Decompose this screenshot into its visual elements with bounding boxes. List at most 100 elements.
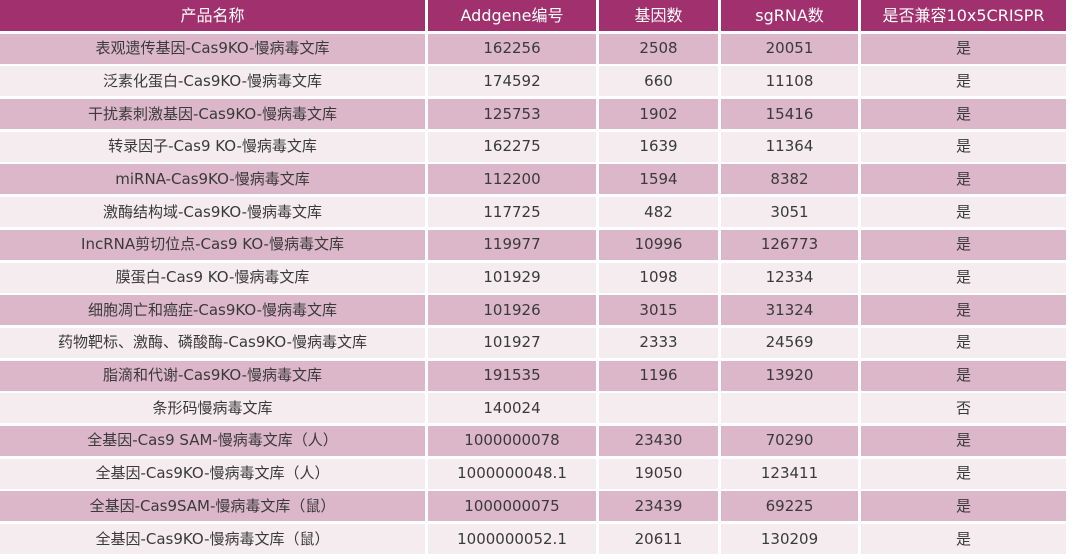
table-row: IncRNA剪切位点-Cas9 KO-慢病毒文库 119977 10996 12677… bbox=[0, 229, 1066, 260]
table-row: 激酶结构域-Cas9KO-慢病毒文库 117725 482 3051 是 bbox=[0, 197, 1066, 228]
cell-gene-count: 1639 bbox=[599, 131, 718, 162]
cell-gene-count: 20611 bbox=[599, 524, 718, 554]
table-body: 表观遗传基因-Cas9KO-慢病毒文库 162256 2508 20051 是泛素化蛋白… bbox=[0, 33, 1066, 554]
cell-product-name: 膜蛋白-Cas9 KO-慢病毒文库 bbox=[0, 262, 425, 293]
cell-10x5-compatible: 是 bbox=[861, 491, 1066, 522]
table-row: 全基因-Cas9KO-慢病毒文库（鼠） 1000000052.1 20611 1302… bbox=[0, 524, 1066, 554]
cell-10x5-compatible: 是 bbox=[861, 131, 1066, 162]
cell-sgrna-count: 69225 bbox=[721, 491, 858, 522]
cell-product-name: IncRNA剪切位点-Cas9 KO-慢病毒文库 bbox=[0, 229, 425, 260]
cell-gene-count: 3015 bbox=[599, 295, 718, 326]
cell-addgene-id: 112200 bbox=[428, 164, 596, 195]
cell-gene-count bbox=[599, 393, 718, 424]
table-row: 全基因-Cas9 SAM-慢病毒文库（人） 1000000078 23430 7029… bbox=[0, 425, 1066, 456]
cell-10x5-compatible: 是 bbox=[861, 327, 1066, 358]
cell-product-name: 药物靶标、激酶、磷酸酶-Cas9KO-慢病毒文库 bbox=[0, 327, 425, 358]
cell-addgene-id: 1000000078 bbox=[428, 425, 596, 456]
table-row: 表观遗传基因-Cas9KO-慢病毒文库 162256 2508 20051 是 bbox=[0, 33, 1066, 64]
cell-10x5-compatible: 是 bbox=[861, 262, 1066, 293]
cell-10x5-compatible: 是 bbox=[861, 229, 1066, 260]
table-row: 脂滴和代谢-Cas9KO-慢病毒文库 191535 1196 13920 是 bbox=[0, 360, 1066, 391]
cell-10x5-compatible: 是 bbox=[861, 164, 1066, 195]
header-cell-sgrna-count: sgRNA数 bbox=[721, 0, 858, 31]
table-row: 全基因-Cas9KO-慢病毒文库（人） 1000000048.1 19050 1234… bbox=[0, 458, 1066, 489]
cell-addgene-id: 101927 bbox=[428, 327, 596, 358]
cell-sgrna-count: 3051 bbox=[721, 197, 858, 228]
cell-addgene-id: 101926 bbox=[428, 295, 596, 326]
cell-gene-count: 482 bbox=[599, 197, 718, 228]
cell-sgrna-count: 130209 bbox=[721, 524, 858, 554]
cell-addgene-id: 119977 bbox=[428, 229, 596, 260]
cell-10x5-compatible: 是 bbox=[861, 99, 1066, 130]
table-row: 细胞凋亡和癌症-Cas9KO-慢病毒文库 101926 3015 31324 是 bbox=[0, 295, 1066, 326]
cell-product-name: 全基因-Cas9KO-慢病毒文库（人） bbox=[0, 458, 425, 489]
cell-product-name: 全基因-Cas9 SAM-慢病毒文库（人） bbox=[0, 425, 425, 456]
cell-product-name: 全基因-Cas9KO-慢病毒文库（鼠） bbox=[0, 524, 425, 554]
table-header-row: 产品名称 Addgene编号 基因数 sgRNA数 是否兼容10x5CRISPR bbox=[0, 0, 1066, 31]
table-row: 全基因-Cas9SAM-慢病毒文库（鼠） 1000000075 23439 69225… bbox=[0, 491, 1066, 522]
cell-gene-count: 19050 bbox=[599, 458, 718, 489]
cell-gene-count: 2333 bbox=[599, 327, 718, 358]
cell-gene-count: 23439 bbox=[599, 491, 718, 522]
cell-gene-count: 660 bbox=[599, 66, 718, 97]
cell-gene-count: 10996 bbox=[599, 229, 718, 260]
table-row: 转录因子-Cas9 KO-慢病毒文库 162275 1639 11364 是 bbox=[0, 131, 1066, 162]
table-row: 药物靶标、激酶、磷酸酶-Cas9KO-慢病毒文库 101927 2333 24569 是 bbox=[0, 327, 1066, 358]
cell-product-name: 全基因-Cas9SAM-慢病毒文库（鼠） bbox=[0, 491, 425, 522]
header-cell-addgene-id: Addgene编号 bbox=[428, 0, 596, 31]
cell-sgrna-count: 8382 bbox=[721, 164, 858, 195]
cell-sgrna-count: 13920 bbox=[721, 360, 858, 391]
cell-gene-count: 1196 bbox=[599, 360, 718, 391]
cell-sgrna-count bbox=[721, 393, 858, 424]
header-cell-gene-count: 基因数 bbox=[599, 0, 718, 31]
cell-product-name: 表观遗传基因-Cas9KO-慢病毒文库 bbox=[0, 33, 425, 64]
cell-addgene-id: 140024 bbox=[428, 393, 596, 424]
cell-addgene-id: 1000000075 bbox=[428, 491, 596, 522]
cell-addgene-id: 162275 bbox=[428, 131, 596, 162]
cell-10x5-compatible: 是 bbox=[861, 33, 1066, 64]
cell-10x5-compatible: 是 bbox=[861, 66, 1066, 97]
cell-10x5-compatible: 是 bbox=[861, 524, 1066, 554]
cell-addgene-id: 101929 bbox=[428, 262, 596, 293]
table-row: 条形码慢病毒文库 140024 否 bbox=[0, 393, 1066, 424]
cell-addgene-id: 191535 bbox=[428, 360, 596, 391]
cell-addgene-id: 125753 bbox=[428, 99, 596, 130]
cell-gene-count: 1594 bbox=[599, 164, 718, 195]
cell-addgene-id: 1000000052.1 bbox=[428, 524, 596, 554]
cell-sgrna-count: 12334 bbox=[721, 262, 858, 293]
cell-product-name: 转录因子-Cas9 KO-慢病毒文库 bbox=[0, 131, 425, 162]
cell-gene-count: 1902 bbox=[599, 99, 718, 130]
cell-gene-count: 2508 bbox=[599, 33, 718, 64]
cell-sgrna-count: 11108 bbox=[721, 66, 858, 97]
cell-10x5-compatible: 是 bbox=[861, 295, 1066, 326]
cell-product-name: 条形码慢病毒文库 bbox=[0, 393, 425, 424]
cell-product-name: 细胞凋亡和癌症-Cas9KO-慢病毒文库 bbox=[0, 295, 425, 326]
cell-product-name: 激酶结构域-Cas9KO-慢病毒文库 bbox=[0, 197, 425, 228]
cell-sgrna-count: 20051 bbox=[721, 33, 858, 64]
cell-sgrna-count: 11364 bbox=[721, 131, 858, 162]
cell-10x5-compatible: 否 bbox=[861, 393, 1066, 424]
cell-10x5-compatible: 是 bbox=[861, 197, 1066, 228]
cell-product-name: 干扰素刺激基因-Cas9KO-慢病毒文库 bbox=[0, 99, 425, 130]
cell-sgrna-count: 15416 bbox=[721, 99, 858, 130]
cell-10x5-compatible: 是 bbox=[861, 360, 1066, 391]
table-row: 干扰素刺激基因-Cas9KO-慢病毒文库 125753 1902 15416 是 bbox=[0, 99, 1066, 130]
cell-sgrna-count: 24569 bbox=[721, 327, 858, 358]
header-cell-product-name: 产品名称 bbox=[0, 0, 425, 31]
cell-10x5-compatible: 是 bbox=[861, 425, 1066, 456]
cell-product-name: 脂滴和代谢-Cas9KO-慢病毒文库 bbox=[0, 360, 425, 391]
cell-addgene-id: 162256 bbox=[428, 33, 596, 64]
table-row: 泛素化蛋白-Cas9KO-慢病毒文库 174592 660 11108 是 bbox=[0, 66, 1066, 97]
table-row: miRNA-Cas9KO-慢病毒文库 112200 1594 8382 是 bbox=[0, 164, 1066, 195]
library-table: 产品名称 Addgene编号 基因数 sgRNA数 是否兼容10x5CRISPR… bbox=[0, 0, 1066, 554]
cell-10x5-compatible: 是 bbox=[861, 458, 1066, 489]
cell-addgene-id: 1000000048.1 bbox=[428, 458, 596, 489]
cell-gene-count: 1098 bbox=[599, 262, 718, 293]
cell-addgene-id: 174592 bbox=[428, 66, 596, 97]
cell-gene-count: 23430 bbox=[599, 425, 718, 456]
cell-sgrna-count: 126773 bbox=[721, 229, 858, 260]
cell-sgrna-count: 123411 bbox=[721, 458, 858, 489]
table-row: 膜蛋白-Cas9 KO-慢病毒文库 101929 1098 12334 是 bbox=[0, 262, 1066, 293]
cell-sgrna-count: 31324 bbox=[721, 295, 858, 326]
cell-product-name: miRNA-Cas9KO-慢病毒文库 bbox=[0, 164, 425, 195]
